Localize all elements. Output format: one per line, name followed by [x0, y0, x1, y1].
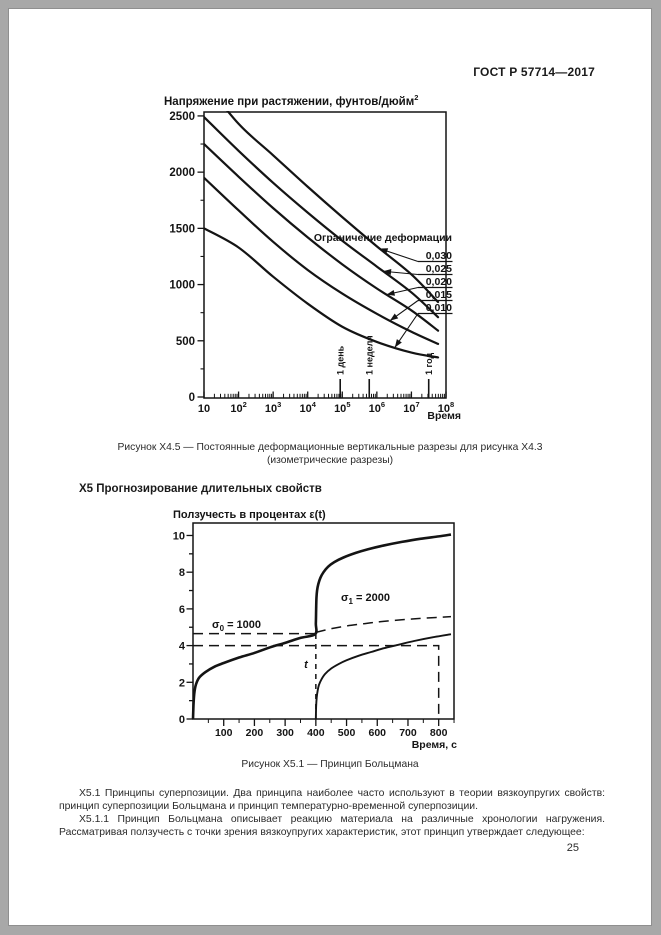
svg-text:106: 106 [369, 400, 385, 415]
curve-0,030 [226, 111, 440, 304]
svg-text:0,030: 0,030 [426, 250, 452, 262]
svg-text:107: 107 [403, 400, 419, 415]
deformation-limit-legend: Ограничение деформации0,0300,0250,0200,0… [314, 232, 453, 348]
stress-curves [204, 111, 440, 359]
svg-text:105: 105 [334, 400, 350, 415]
svg-text:2000: 2000 [169, 167, 195, 179]
svg-text:1 неделя: 1 неделя [365, 335, 375, 375]
svg-text:0: 0 [189, 392, 195, 404]
sigma0-creep-continuation [315, 615, 452, 634]
svg-text:8: 8 [179, 567, 185, 579]
svg-text:0,010: 0,010 [426, 302, 452, 314]
svg-text:1000: 1000 [169, 280, 195, 292]
svg-text:800: 800 [430, 727, 448, 739]
svg-text:104: 104 [300, 400, 317, 415]
svg-text:1 год: 1 год [424, 352, 434, 375]
svg-text:0: 0 [179, 714, 185, 726]
document-header: ГОСТ Р 57714—2017 [473, 65, 595, 79]
curve-0,010 [204, 227, 440, 359]
svg-text:t: t [304, 659, 309, 671]
svg-text:600: 600 [368, 727, 386, 739]
svg-text:4: 4 [179, 641, 186, 653]
strain-reference-box [193, 644, 440, 719]
curve-0,025 [204, 115, 440, 319]
svg-text:500: 500 [176, 336, 195, 348]
svg-text:108: 108 [438, 400, 454, 415]
svg-text:Время: Время [427, 410, 461, 422]
paragraph-x511: Х5.1.1 Принцип Больцмана описывает реакц… [59, 814, 605, 839]
figure-x45-caption-line1: Рисунок Х4.5 — Постоянные деформационные… [117, 442, 543, 453]
svg-text:500: 500 [338, 727, 356, 739]
creep-response-total [191, 533, 452, 720]
svg-text:0,015: 0,015 [426, 289, 452, 301]
creep-curves [191, 533, 452, 720]
document-page: ГОСТ Р 57714—2017 0 500 1000 1500 2000 2500 10… [8, 8, 652, 926]
svg-text:10: 10 [173, 530, 185, 542]
figure-x45-caption: Рисунок Х4.5 — Постоянные деформационные… [9, 442, 651, 467]
svg-text:σ0 = 1000: σ0 = 1000 [212, 619, 261, 633]
svg-text:300: 300 [276, 727, 294, 739]
svg-text:10: 10 [198, 403, 210, 415]
svg-text:Ограничение деформации: Ограничение деформации [314, 232, 452, 244]
incremental-stress-response [314, 633, 452, 720]
svg-text:σ1 = 2000: σ1 = 2000 [341, 592, 390, 606]
stress-chart-axes: 0 500 1000 1500 2000 2500 10 102 103 104 105 106 107… [164, 93, 461, 422]
body-paragraphs: Х5.1 Принципы суперпозиции. Два принципа… [59, 787, 605, 839]
svg-text:Время, с: Время, с [412, 739, 457, 751]
time-duration-markers: 1 день 1 неделя 1 год [336, 335, 434, 398]
svg-text:102: 102 [230, 400, 246, 415]
svg-text:1500: 1500 [169, 223, 195, 235]
svg-text:400: 400 [307, 727, 325, 739]
svg-text:1 день: 1 день [336, 345, 346, 375]
svg-text:103: 103 [265, 400, 281, 415]
svg-text:Ползучесть в процентах ε(t): Ползучесть в процентах ε(t) [173, 509, 326, 521]
svg-text:0,025: 0,025 [426, 263, 452, 275]
creep-annotations: σ0 = 1000 σ1 = 2000 t [212, 592, 390, 671]
svg-text:6: 6 [179, 604, 185, 616]
paragraph-x51: Х5.1 Принципы суперпозиции. Два принципа… [59, 788, 605, 813]
curve-0,020 [204, 142, 440, 332]
curve-0,015 [204, 176, 440, 346]
figure-x45-caption-line2: (изометрические разрезы) [266, 454, 394, 466]
svg-text:0,020: 0,020 [426, 276, 452, 288]
svg-text:2: 2 [179, 677, 185, 689]
svg-text:200: 200 [246, 727, 264, 739]
page-number: 25 [566, 842, 579, 854]
svg-text:Напряжение при растяжении, фун: Напряжение при растяжении, фунтов/дюйм2 [164, 93, 418, 108]
figure-x51-caption: Рисунок Х5.1 — Принцип Больцмана [241, 759, 419, 770]
stress-relaxation-chart: 0 500 1000 1500 2000 2500 10 102 103 104 105 106 107… [164, 93, 461, 422]
section-heading: Х5 Прогнозирование длительных свойств [79, 483, 322, 495]
svg-text:100: 100 [215, 727, 233, 739]
svg-text:2500: 2500 [169, 111, 195, 123]
svg-text:700: 700 [399, 727, 417, 739]
